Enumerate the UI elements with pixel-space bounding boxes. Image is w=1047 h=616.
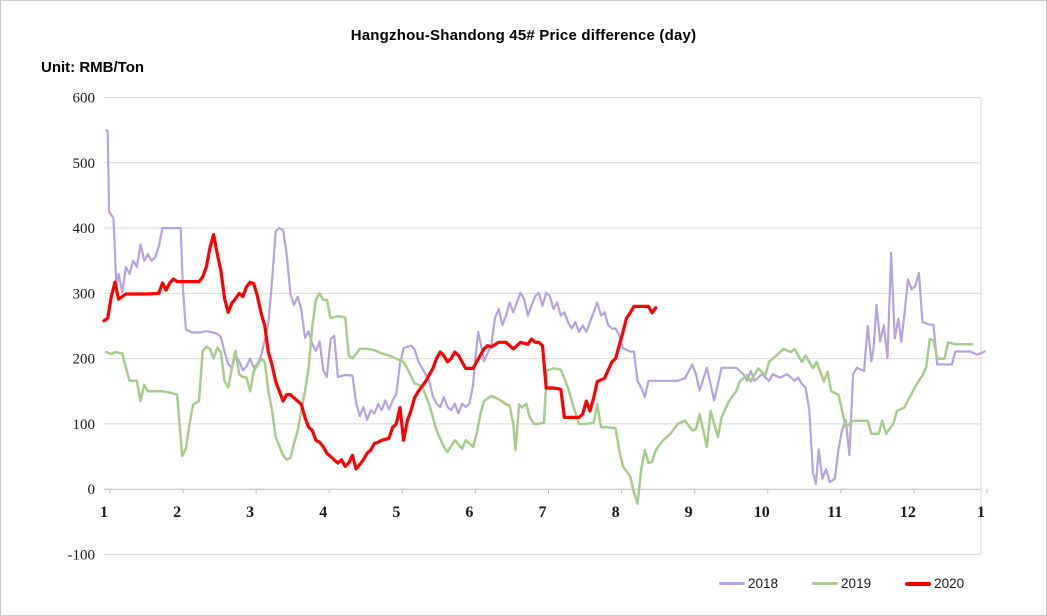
x-axis-tick-label: 1: [100, 504, 108, 521]
x-axis-tick-label: 1: [977, 504, 985, 521]
chart-title: Hangzhou-Shandong 45# Price difference (…: [350, 27, 697, 44]
series-line-2020: [102, 233, 658, 471]
y-axis-tick-label: 300: [73, 286, 96, 302]
unit-label: Unit: RMB/Ton: [41, 59, 145, 76]
legend-swatch-2019: [812, 582, 839, 585]
legend-swatch-2018: [719, 582, 745, 585]
y-axis-tick-label: 0: [88, 482, 96, 498]
legend-label-2019: 2019: [841, 576, 872, 591]
x-axis-tick-label: 8: [612, 504, 620, 521]
y-axis-tick-label: -100: [68, 548, 96, 564]
legend-item-2020: 2020: [905, 576, 964, 591]
y-axis-tick-label: 400: [73, 221, 96, 237]
y-axis-tick-label: 200: [73, 352, 96, 368]
series-line-2019: [104, 292, 974, 505]
chart-legend: 2018 2019 2020: [719, 576, 964, 591]
y-axis-tick-label: 500: [73, 156, 96, 172]
x-axis-tick-label: 10: [754, 504, 770, 521]
x-axis-tick-label: 5: [392, 504, 400, 521]
x-axis-tick-label: 3: [246, 504, 254, 521]
x-axis-tick-label: 11: [827, 504, 842, 521]
legend-item-2019: 2019: [812, 576, 871, 591]
x-axis-tick-label: 6: [465, 504, 473, 521]
x-axis-tick-label: 12: [900, 504, 916, 521]
y-axis-tick-label: 600: [73, 91, 96, 107]
series-line-2018: [105, 129, 986, 486]
x-axis-tick-label: 4: [319, 504, 327, 521]
legend-swatch-2020: [905, 581, 932, 586]
x-axis-tick-label: 9: [685, 504, 693, 521]
legend-item-2018: 2018: [719, 576, 778, 591]
x-axis-tick-label: 7: [539, 504, 547, 521]
legend-label-2020: 2020: [934, 576, 965, 591]
x-axis-tick-label: 2: [173, 504, 181, 521]
y-axis-tick-label: 100: [73, 417, 96, 433]
legend-label-2018: 2018: [748, 576, 779, 591]
